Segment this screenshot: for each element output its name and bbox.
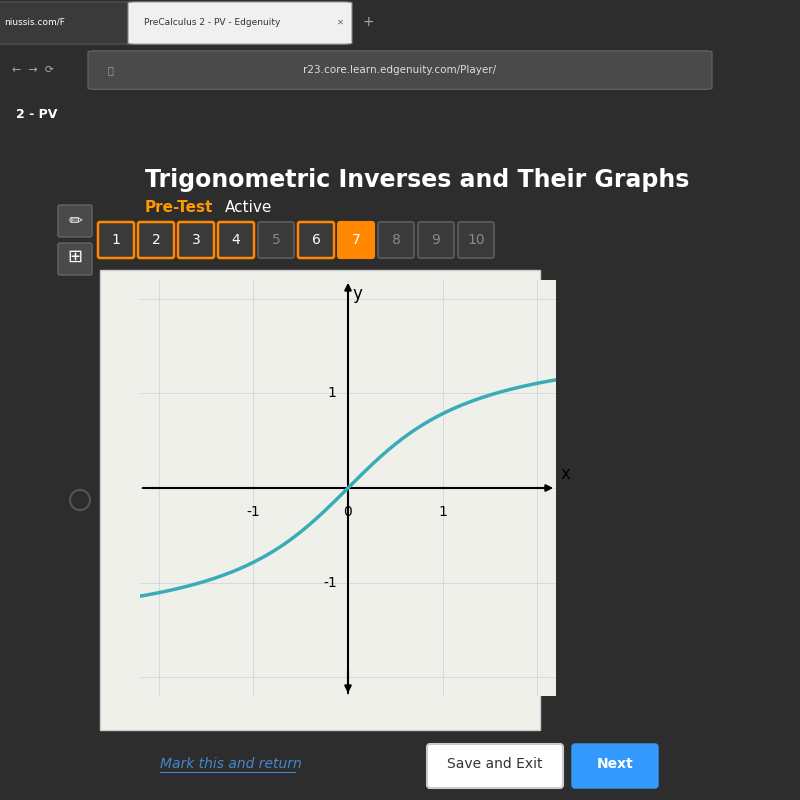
- Text: -1: -1: [246, 505, 260, 519]
- Text: PreCalculus 2 - PV - Edgenuity: PreCalculus 2 - PV - Edgenuity: [144, 18, 280, 26]
- Text: 1: 1: [438, 505, 447, 519]
- FancyBboxPatch shape: [88, 51, 712, 90]
- Text: 1: 1: [328, 386, 337, 401]
- FancyBboxPatch shape: [258, 222, 294, 258]
- FancyBboxPatch shape: [427, 744, 563, 788]
- Text: 5: 5: [272, 233, 280, 247]
- Text: +: +: [362, 15, 374, 29]
- FancyBboxPatch shape: [58, 205, 92, 237]
- Text: 3: 3: [192, 233, 200, 247]
- Text: Mark this and return: Mark this and return: [160, 757, 302, 771]
- FancyBboxPatch shape: [572, 744, 658, 788]
- Text: 0: 0: [344, 505, 352, 519]
- Text: 1: 1: [111, 233, 121, 247]
- Text: 🔒: 🔒: [108, 65, 114, 75]
- Text: r23.core.learn.edgenuity.com/Player/: r23.core.learn.edgenuity.com/Player/: [303, 65, 497, 75]
- Text: 9: 9: [431, 233, 441, 247]
- Text: ⊞: ⊞: [67, 248, 82, 266]
- Text: 4: 4: [232, 233, 240, 247]
- Text: 2 - PV: 2 - PV: [16, 107, 58, 121]
- Text: Save and Exit: Save and Exit: [447, 757, 542, 771]
- FancyBboxPatch shape: [138, 222, 174, 258]
- Text: ←  →  ⟳: ← → ⟳: [12, 65, 54, 75]
- FancyBboxPatch shape: [418, 222, 454, 258]
- Bar: [0, 0, 800, 43]
- Text: x: x: [561, 466, 570, 483]
- Text: Active: Active: [225, 201, 272, 215]
- Text: Trigonometric Inverses and Their Graphs: Trigonometric Inverses and Their Graphs: [145, 168, 690, 192]
- Bar: [100, 270, 540, 730]
- Text: 7: 7: [352, 233, 360, 247]
- Text: ✕: ✕: [337, 18, 343, 26]
- Text: Pre-Test: Pre-Test: [145, 201, 214, 215]
- Text: 8: 8: [391, 233, 401, 247]
- FancyBboxPatch shape: [58, 243, 92, 275]
- Text: 2: 2: [152, 233, 160, 247]
- FancyBboxPatch shape: [98, 222, 134, 258]
- FancyBboxPatch shape: [0, 2, 136, 44]
- Text: y: y: [353, 285, 362, 302]
- Text: 10: 10: [467, 233, 485, 247]
- Text: niussis.com/F: niussis.com/F: [4, 18, 65, 26]
- Text: Next: Next: [597, 757, 634, 771]
- FancyBboxPatch shape: [178, 222, 214, 258]
- FancyBboxPatch shape: [298, 222, 334, 258]
- FancyBboxPatch shape: [458, 222, 494, 258]
- FancyBboxPatch shape: [378, 222, 414, 258]
- FancyBboxPatch shape: [128, 2, 352, 44]
- Text: ✏: ✏: [68, 211, 82, 229]
- FancyBboxPatch shape: [338, 222, 374, 258]
- Text: 6: 6: [311, 233, 321, 247]
- Text: -1: -1: [323, 575, 337, 590]
- FancyBboxPatch shape: [218, 222, 254, 258]
